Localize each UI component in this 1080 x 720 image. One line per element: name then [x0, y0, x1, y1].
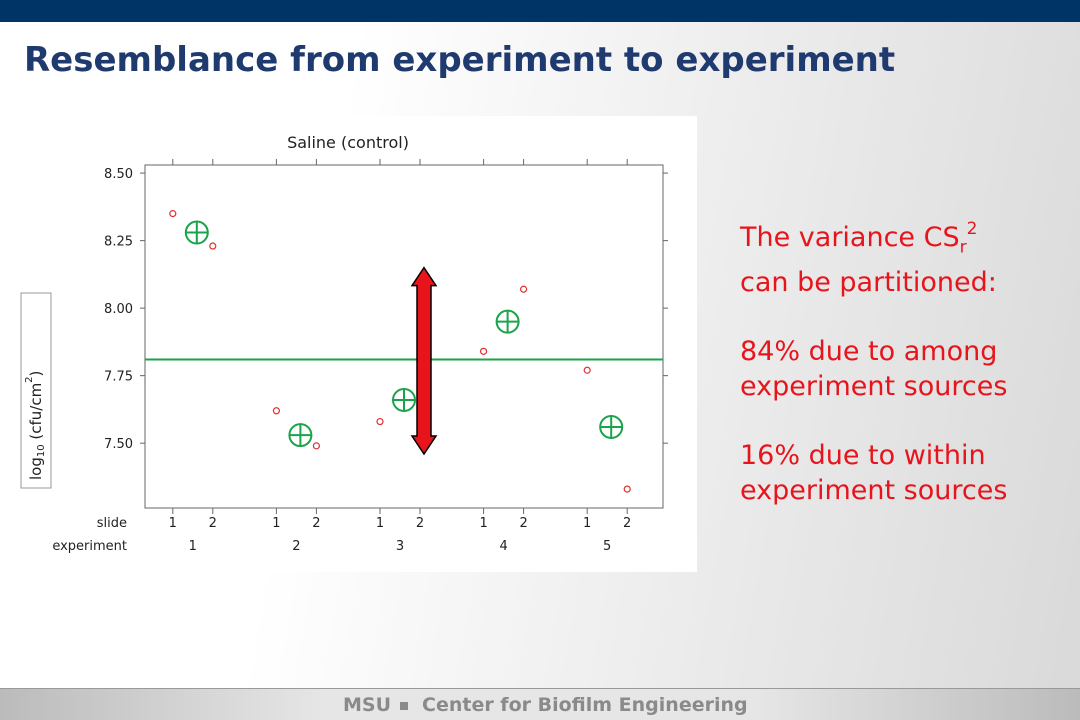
footer-text: MSU: [343, 694, 392, 716]
x-row-label: slide: [97, 516, 127, 531]
y-label-part: 10: [36, 444, 47, 457]
slide-point: [519, 285, 528, 293]
slide-point: [312, 442, 320, 450]
x-tick-label: 1: [169, 516, 177, 531]
variance-text: The variance CSr2 can be partitioned:: [740, 212, 1007, 300]
footer-square: [400, 702, 408, 710]
y-label-part: 2: [24, 376, 35, 382]
text: 16% due to within: [740, 440, 986, 472]
subscript: r: [959, 237, 967, 258]
slide-point: [480, 347, 488, 355]
y-tick-label: 7.75: [104, 370, 133, 385]
slide-point: [169, 210, 177, 218]
x-row-label: experiment: [52, 539, 127, 554]
experiment-mean: [495, 309, 520, 334]
top-bar: [0, 0, 1080, 22]
x-tick-label: 2: [623, 516, 631, 531]
x-tick-label: 1: [479, 516, 487, 531]
among-text: 84% due to among experiment sources: [740, 334, 1007, 404]
slide-point: [272, 407, 280, 415]
slide-point: [209, 242, 217, 250]
y-tick-label: 8.00: [104, 302, 133, 317]
plot-frame: [144, 164, 664, 509]
experiment-label: 4: [499, 539, 507, 554]
y-axis-label-text: log10 (cfu/cm2): [24, 371, 47, 480]
experiment-mean: [288, 423, 313, 448]
slide-title: Resemblance from experiment to experimen…: [24, 40, 896, 80]
x-tick-label: 1: [376, 516, 384, 531]
text: experiment sources: [740, 371, 1008, 403]
experiment-label: 5: [603, 539, 611, 554]
y-tick-label: 7.50: [104, 437, 133, 452]
within-text: 16% due to within experiment sources: [740, 438, 1007, 508]
x-tick-label: 1: [583, 516, 591, 531]
text: can be partitioned:: [740, 267, 997, 299]
y-label-part: log: [27, 457, 45, 480]
text: The variance CS: [740, 222, 960, 253]
experiment-label: 1: [189, 539, 197, 554]
y-label-box: [20, 292, 52, 489]
y-tick-label: 8.25: [104, 235, 133, 250]
experiment-mean: [392, 387, 416, 412]
slide-point: [376, 417, 384, 426]
x-tick-label: 2: [416, 516, 424, 531]
y-axis-label: log10 (cfu/cm2): [20, 292, 52, 489]
x-tick-label: 2: [519, 516, 527, 531]
y-label-part: (cfu/cm: [27, 383, 45, 445]
footer: MSU Center for Biofilm Engineering: [0, 688, 1080, 720]
y-label-part: ): [27, 371, 45, 377]
chart-title: Saline (control): [287, 133, 409, 152]
experiment-mean: [184, 220, 209, 245]
notes: The variance CSr2 can be partitioned: 84%…: [740, 212, 1007, 542]
x-tick-label: 1: [272, 516, 280, 531]
text: 84% due to among: [740, 336, 998, 368]
x-tick-label: 2: [209, 516, 217, 531]
chart-panel: Saline (control) 7.50 7.75 8.00 8.25 8.50 log1…: [0, 116, 697, 572]
x-tick-label: 2: [312, 516, 320, 531]
slide-point: [583, 366, 591, 374]
superscript: 2: [966, 219, 978, 239]
footer-text: Center for Biofilm Engineering: [422, 694, 748, 716]
y-tick-label: 8.50: [104, 167, 133, 182]
experiment-mean: [599, 414, 624, 439]
experiment-label: 3: [396, 539, 404, 554]
slide-point: [623, 485, 631, 493]
experiment-label: 2: [292, 539, 300, 554]
range-arrow: [410, 266, 438, 456]
chart: Saline (control)7.507.758.008.258.50log1…: [20, 133, 668, 554]
text: experiment sources: [740, 475, 1008, 507]
